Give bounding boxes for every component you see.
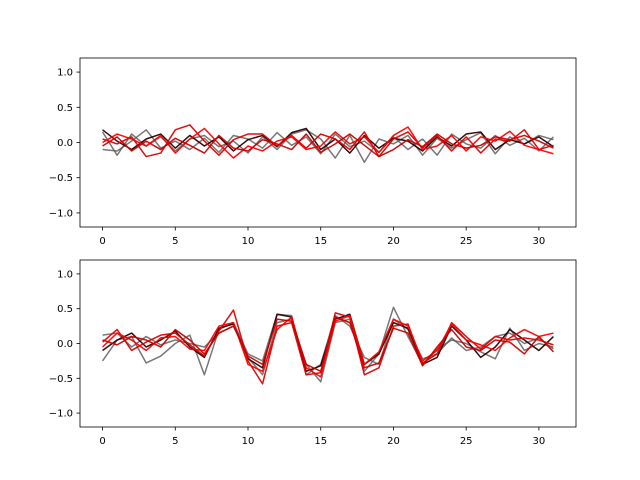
axes-bottom: 0 5 10 15 20 25 30 1.0 0.5 0.0 −0.5 −1.0 <box>49 259 577 447</box>
series-line-3 <box>102 127 554 154</box>
y-tick-label: 0.0 <box>57 339 73 350</box>
series-line-6 <box>102 133 554 158</box>
y-tick-label: 1.0 <box>57 68 73 79</box>
series-line-5 <box>102 126 554 159</box>
y-tick-label: −1.0 <box>49 208 73 219</box>
axes-top: 0 5 10 15 20 25 30 1.0 0.5 0.0 −0.5 −1.0 <box>49 57 577 247</box>
x-tick-label: 30 <box>533 236 546 247</box>
series-line-5 <box>102 314 554 378</box>
x-tick-label: 10 <box>242 436 255 447</box>
y-tick-label: −0.5 <box>49 374 73 385</box>
x-tick-label: 20 <box>387 436 400 447</box>
y-tick-label: 0.0 <box>57 138 73 149</box>
x-tick-label: 0 <box>99 436 105 447</box>
y-tick-label: 1.0 <box>57 269 73 280</box>
x-tick-label: 15 <box>314 436 327 447</box>
x-tick-label: 25 <box>460 236 473 247</box>
y-tick-label: −1.0 <box>49 409 73 420</box>
y-tick-label: 0.5 <box>57 103 73 114</box>
y-tick-label: 0.5 <box>57 304 73 315</box>
series-line-4 <box>102 124 554 158</box>
x-tick-label: 5 <box>172 236 178 247</box>
x-tick-label: 5 <box>172 436 178 447</box>
series-line-6 <box>102 316 554 373</box>
x-tick-label: 15 <box>314 236 327 247</box>
x-tick-label: 25 <box>460 436 473 447</box>
axes-frame <box>79 57 577 228</box>
y-tick-label: −0.5 <box>49 173 73 184</box>
x-tick-label: 20 <box>387 236 400 247</box>
x-tick-label: 0 <box>99 236 105 247</box>
x-tick-label: 10 <box>242 236 255 247</box>
x-tick-label: 30 <box>533 436 546 447</box>
